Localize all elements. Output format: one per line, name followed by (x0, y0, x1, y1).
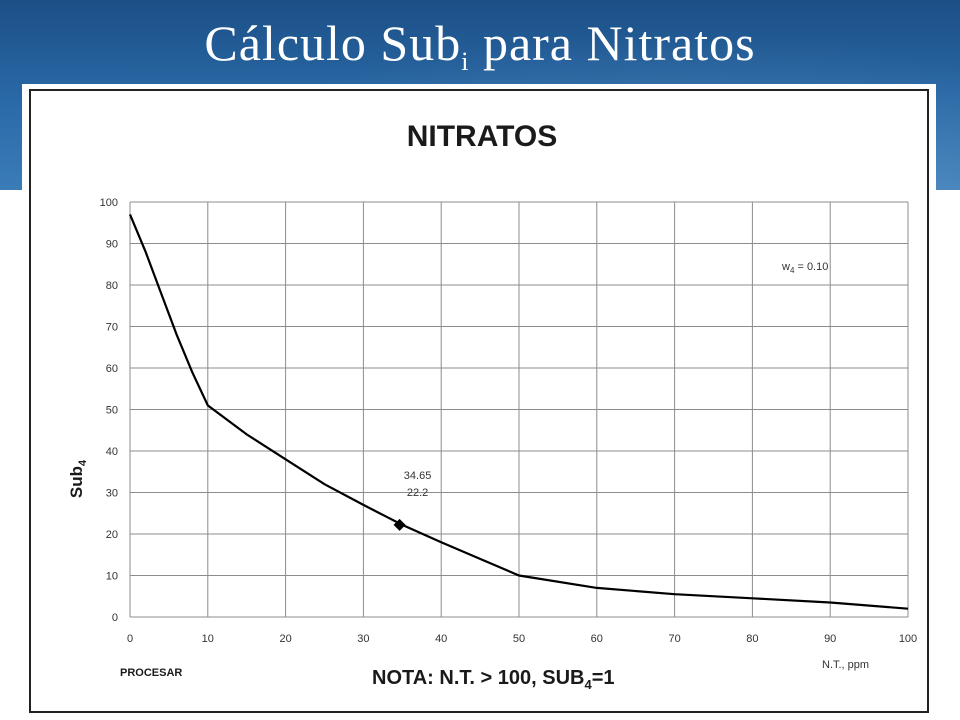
x-tick-label-7: 70 (668, 633, 680, 645)
x-tick-label-4: 40 (435, 633, 447, 645)
chart-frame (29, 89, 929, 713)
slide-title-subscript: i (461, 47, 470, 76)
weight-note-rest: = 0.10 (794, 261, 828, 273)
highlight-point-y-label: 22.2 (407, 487, 428, 499)
y-tick-label-10: 100 (100, 197, 118, 209)
y-axis-label-main: Sub (67, 466, 86, 498)
x-tick-label-10: 100 (899, 633, 917, 645)
weight-note-subscript: 4 (790, 266, 795, 275)
slide-title-main: Cálculo Sub (204, 15, 462, 71)
x-tick-label-3: 30 (357, 633, 369, 645)
slide-title-rest: para Nitratos (469, 15, 756, 71)
y-axis-label: Sub4 (67, 459, 89, 498)
y-tick-label-1: 10 (106, 571, 118, 583)
y-tick-label-7: 70 (106, 322, 118, 334)
x-tick-label-2: 20 (279, 633, 291, 645)
x-tick-label-8: 80 (746, 633, 758, 645)
x-tick-label-9: 90 (824, 633, 836, 645)
chart-note-subscript: 4 (584, 677, 592, 692)
chart-note-prefix: NOTA: N.T. > 100, SUB (372, 667, 584, 689)
grid-layer (129, 201, 909, 618)
y-tick-label-5: 50 (106, 405, 118, 417)
x-tick-label-5: 50 (513, 633, 525, 645)
y-tick-label-6: 60 (106, 363, 118, 375)
x-tick-label-0: 0 (127, 633, 133, 645)
chart-panel: NITRATOS Sub4 0 10 20 30 40 50 60 70 80 90 100 0 10 2… (22, 84, 936, 716)
footer-procesar: PROCESAR (120, 667, 182, 679)
y-tick-label-3: 30 (106, 488, 118, 500)
y-tick-label-9: 90 (106, 239, 118, 251)
y-tick-label-4: 40 (106, 446, 118, 458)
nitratos-chart: NITRATOS Sub4 0 10 20 30 40 50 60 70 80 90 1000102… (29, 89, 929, 713)
y-tick-label-8: 80 (106, 280, 118, 292)
y-tick-label-2: 20 (106, 529, 118, 541)
slide-title: Cálculo Subi para Nitratos (0, 14, 960, 77)
tick-layer: 0 10 20 30 40 50 60 70 80 90 100 0 10 20 30 40 50 60 70 80 9… (100, 197, 918, 645)
x-tick-label-6: 60 (591, 633, 603, 645)
x-tick-label-1: 10 (202, 633, 214, 645)
sub4-curve (128, 213, 909, 610)
chart-title: NITRATOS (407, 120, 558, 153)
y-tick-label-0: 0 (112, 612, 118, 624)
weight-note-prefix: w (781, 261, 790, 273)
highlight-point-x-label: 34.65 (404, 470, 432, 482)
chart-note-rest: =1 (592, 667, 615, 689)
chart-note: NOTA: N.T. > 100, SUB4=1 (372, 667, 615, 692)
y-axis-label-subscript: 4 (77, 459, 89, 466)
x-axis-label: N.T., ppm (822, 659, 869, 671)
highlight-point-marker (393, 518, 406, 531)
weight-note: w4 = 0.10 (781, 261, 828, 275)
